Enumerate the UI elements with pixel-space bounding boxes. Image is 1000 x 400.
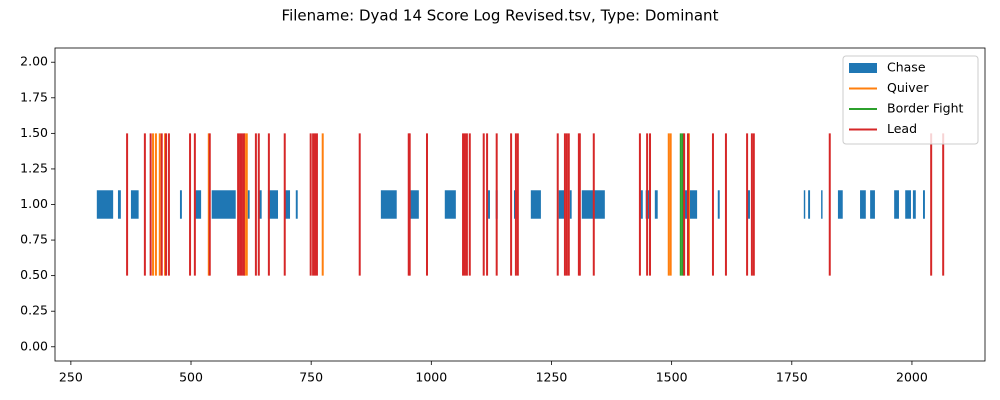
plot-area xyxy=(96,133,945,276)
chase-bar xyxy=(179,190,182,219)
chase-bar xyxy=(894,190,899,219)
x-tick-label: 500 xyxy=(179,370,203,385)
chase-bar xyxy=(444,190,456,219)
chase-bar xyxy=(905,190,911,219)
chase-bar xyxy=(821,190,823,219)
chase-bar xyxy=(808,190,811,219)
chase-bar xyxy=(211,190,236,219)
chase-bar xyxy=(558,190,565,219)
y-tick-label: 1.75 xyxy=(20,89,48,104)
chase-bar xyxy=(870,190,875,219)
x-tick-label: 1250 xyxy=(536,370,568,385)
chase-bar xyxy=(488,190,490,219)
y-tick-label: 0.00 xyxy=(20,338,48,353)
chase-bar xyxy=(96,190,114,219)
legend-label: Lead xyxy=(887,121,917,136)
y-tick-label: 0.50 xyxy=(20,267,48,282)
x-tick-label: 1000 xyxy=(415,370,447,385)
chase-bar xyxy=(380,190,397,219)
chase-bar xyxy=(247,190,250,219)
x-tick-label: 1500 xyxy=(656,370,688,385)
y-tick-label: 2.00 xyxy=(20,54,48,69)
y-tick-label: 1.50 xyxy=(20,125,48,140)
legend-label: Border Fight xyxy=(887,101,963,116)
y-tick-label: 1.25 xyxy=(20,160,48,175)
chase-bar xyxy=(284,190,291,219)
legend-box xyxy=(842,55,979,145)
chase-bar xyxy=(569,190,572,219)
chase-bar xyxy=(923,190,925,219)
x-tick-label: 2000 xyxy=(896,370,928,385)
chase-bar xyxy=(747,190,750,219)
chase-bar xyxy=(409,190,419,219)
chart-title: Filename: Dyad 14 Score Log Revised.tsv,… xyxy=(282,7,719,25)
chase-bar xyxy=(717,190,720,219)
legend-swatch xyxy=(849,63,877,73)
legend-label: Chase xyxy=(887,60,926,75)
chase-bar xyxy=(654,190,658,219)
x-tick-label: 1750 xyxy=(776,370,808,385)
chase-bar xyxy=(860,190,866,219)
chase-bar xyxy=(912,190,916,219)
chase-bar xyxy=(258,190,262,219)
x-tick-label: 750 xyxy=(299,370,323,385)
chase-bar xyxy=(803,190,806,219)
chase-bar xyxy=(194,190,202,219)
x-tick-label: 250 xyxy=(59,370,83,385)
y-tick-label: 0.25 xyxy=(20,303,48,318)
chase-bar xyxy=(639,190,643,219)
y-tick-label: 0.75 xyxy=(20,232,48,247)
chase-bar xyxy=(267,190,279,219)
chase-bar xyxy=(130,190,139,219)
chase-bar xyxy=(684,190,698,219)
chase-bar xyxy=(117,190,121,219)
chase-bar xyxy=(530,190,541,219)
legend-label: Quiver xyxy=(887,80,929,95)
y-tick-label: 1.00 xyxy=(20,196,48,211)
chase-bar xyxy=(295,190,298,219)
chase-bar xyxy=(837,190,843,219)
